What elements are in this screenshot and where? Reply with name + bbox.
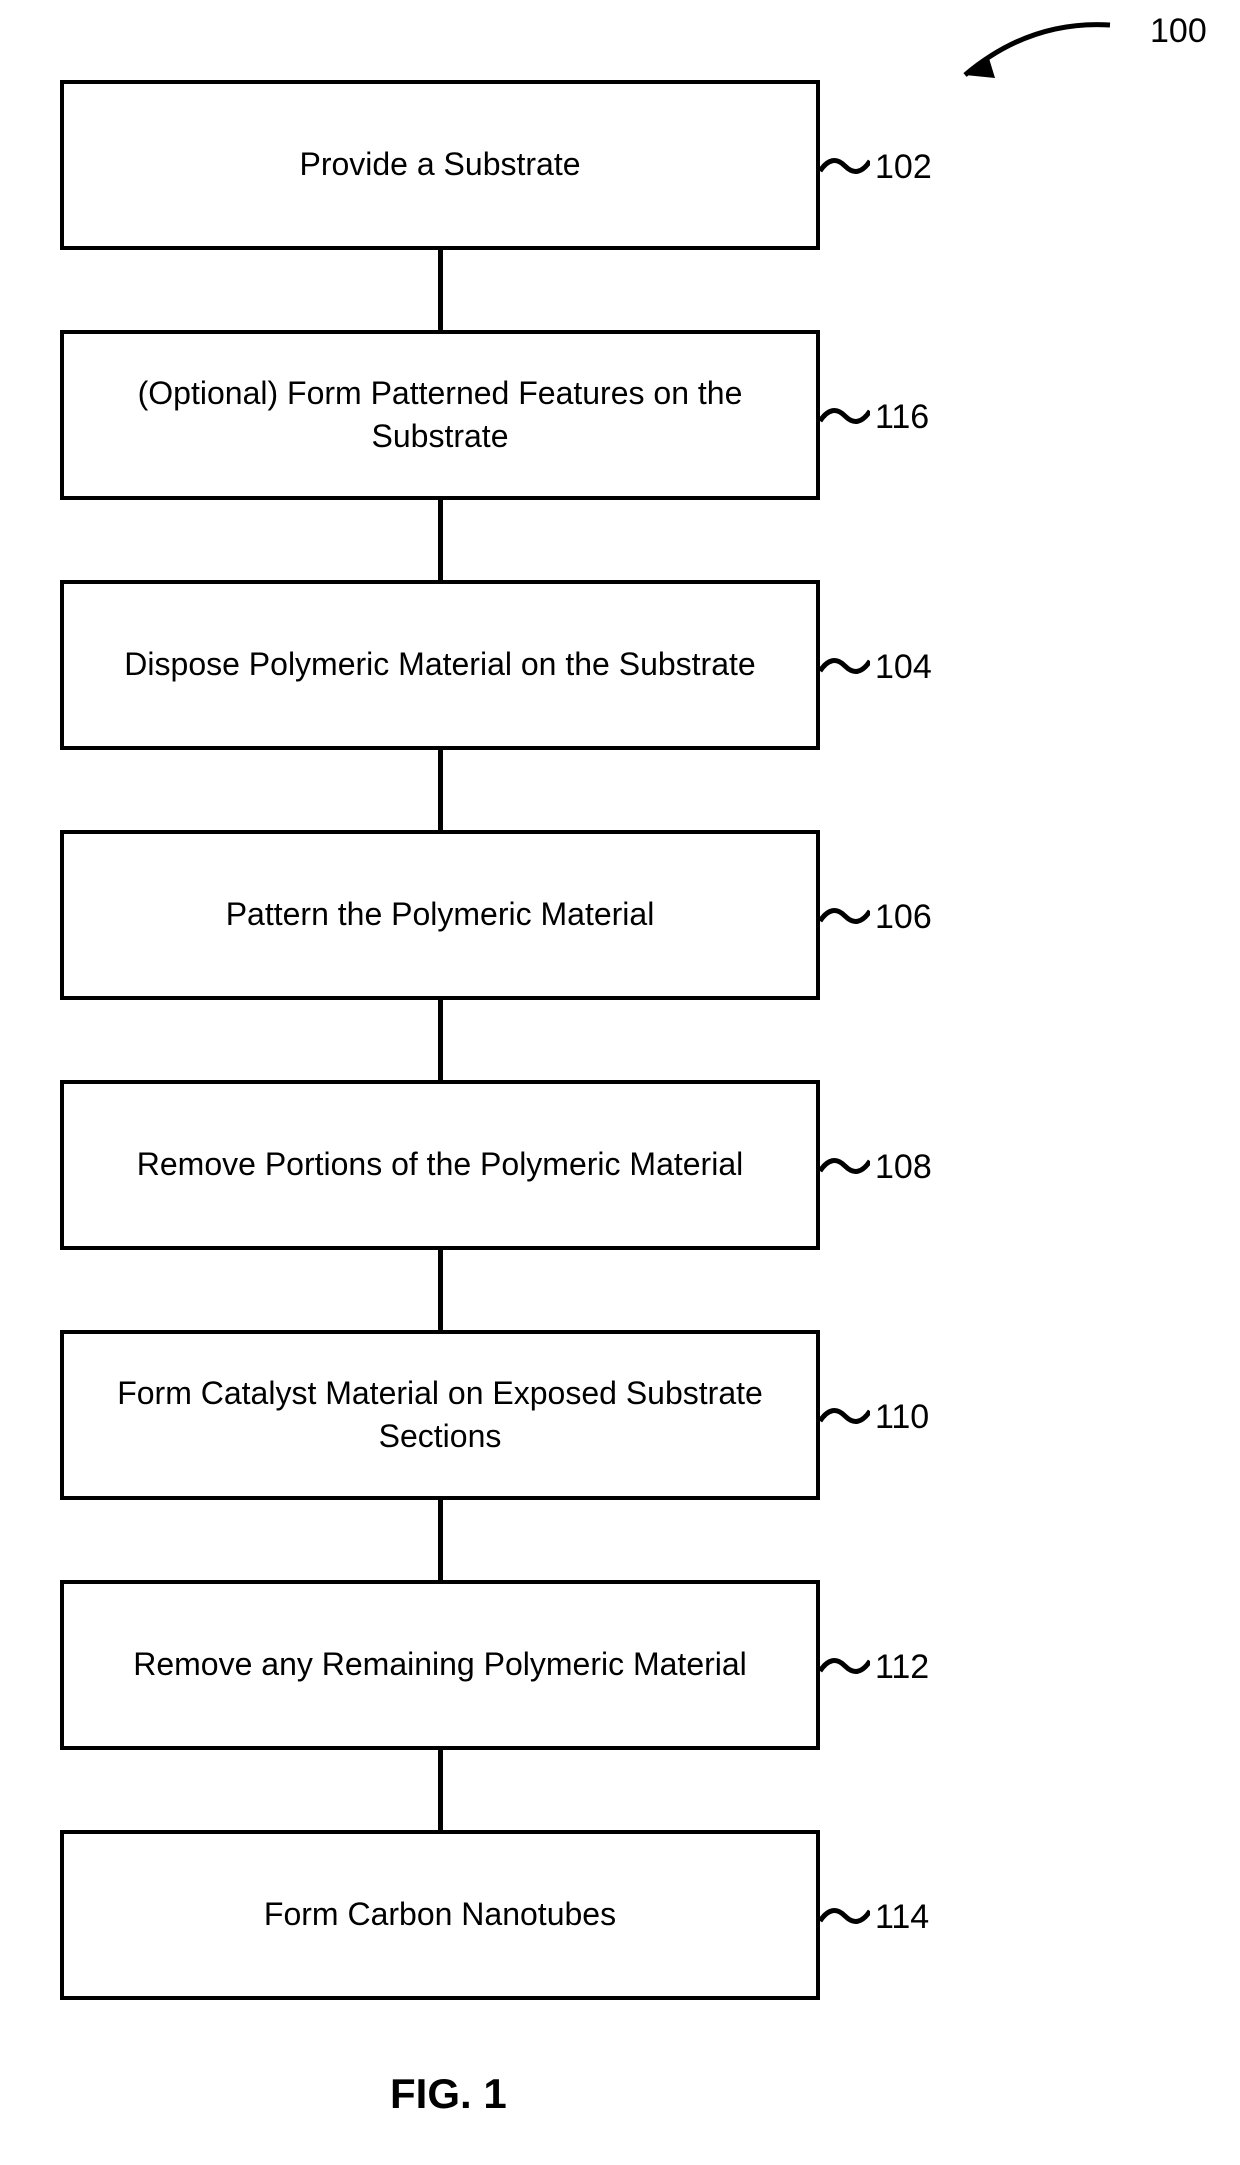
step-box-102: Provide a Substrate (60, 80, 820, 250)
tilde-icon (820, 1905, 870, 1927)
step-text: Form Catalyst Material on Exposed Substr… (84, 1372, 796, 1458)
reference-label: 110 (875, 1398, 929, 1437)
step-text: Pattern the Polymeric Material (226, 893, 655, 936)
tilde-icon (820, 405, 870, 427)
step-box-104: Dispose Polymeric Material on the Substr… (60, 580, 820, 750)
connector (438, 250, 443, 330)
step-box-114: Form Carbon Nanotubes (60, 1830, 820, 2000)
connector (438, 1750, 443, 1830)
connector (438, 1250, 443, 1330)
tilde-icon (820, 1655, 870, 1677)
connector (438, 1500, 443, 1580)
step-text: Provide a Substrate (299, 143, 580, 186)
connector (438, 500, 443, 580)
step-text: Dispose Polymeric Material on the Substr… (124, 643, 755, 686)
step-box-112: Remove any Remaining Polymeric Material (60, 1580, 820, 1750)
reference-label: 114 (875, 1898, 929, 1937)
step-text: Form Carbon Nanotubes (264, 1893, 616, 1936)
step-box-106: Pattern the Polymeric Material (60, 830, 820, 1000)
tilde-icon (820, 905, 870, 927)
tilde-icon (820, 655, 870, 677)
flowchart-canvas: 100 Provide a Substrate (Optional) Form … (0, 0, 1240, 2165)
step-box-110: Form Catalyst Material on Exposed Substr… (60, 1330, 820, 1500)
step-text: (Optional) Form Patterned Features on th… (84, 372, 796, 458)
step-box-116: (Optional) Form Patterned Features on th… (60, 330, 820, 500)
reference-label: 104 (875, 648, 932, 687)
step-box-108: Remove Portions of the Polymeric Materia… (60, 1080, 820, 1250)
step-text: Remove Portions of the Polymeric Materia… (137, 1143, 743, 1186)
figure-caption: FIG. 1 (390, 2070, 507, 2118)
reference-arrow-100 (940, 10, 1140, 100)
tilde-icon (820, 155, 870, 177)
reference-label: 102 (875, 148, 932, 187)
step-text: Remove any Remaining Polymeric Material (133, 1643, 747, 1686)
reference-label: 106 (875, 898, 932, 937)
reference-label-100: 100 (1150, 12, 1207, 51)
tilde-icon (820, 1155, 870, 1177)
reference-label: 108 (875, 1148, 932, 1187)
reference-label: 112 (875, 1648, 929, 1687)
connector (438, 1000, 443, 1080)
tilde-icon (820, 1405, 870, 1427)
connector (438, 750, 443, 830)
reference-label: 116 (875, 398, 929, 437)
